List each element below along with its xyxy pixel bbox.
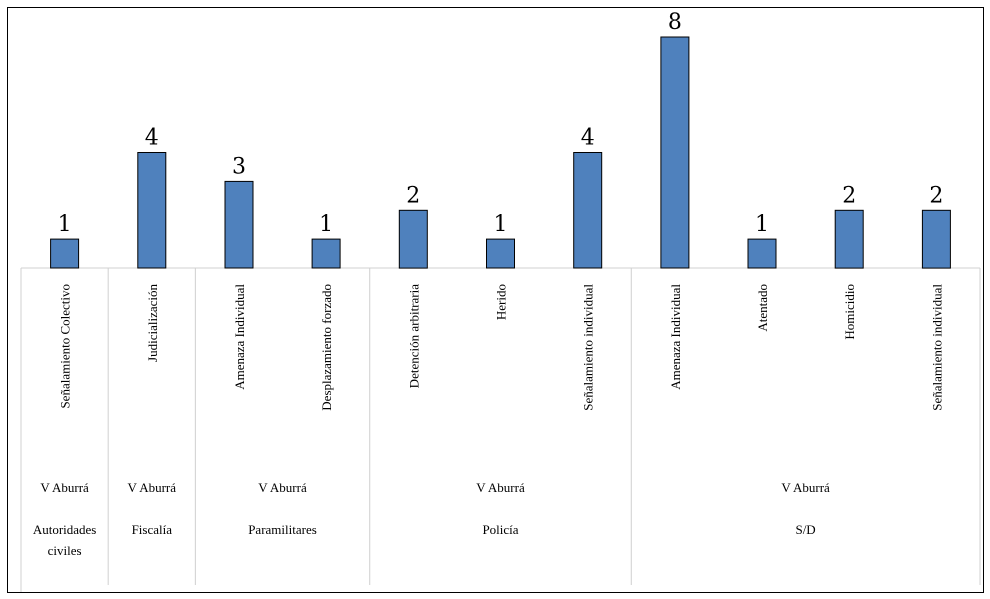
bar (747, 238, 777, 269)
data-label: 8 (668, 10, 682, 35)
data-label: 2 (406, 183, 420, 208)
category-tick-label: Señalamiento individual (581, 284, 596, 411)
category-tick-label: Homicidio (842, 284, 857, 340)
group-label-level1: V Aburrá (40, 480, 89, 495)
chart-frame: 1 4 3 1 2 1 4 8 1 2 2 Señalamiento Colectivo Judicia… (7, 7, 984, 593)
group-label-level1: V Aburrá (258, 480, 307, 495)
group-label-line: S/D (795, 522, 815, 537)
group-label-line: Policía (482, 522, 518, 537)
category-tick-label: Señalamiento individual (929, 284, 944, 411)
group-label-line: civiles (48, 543, 82, 558)
group-label-level2: Fiscalía (132, 522, 173, 537)
category-tick-label: Desplazamiento forzado (319, 284, 334, 411)
bar (398, 209, 428, 269)
bar (50, 238, 80, 269)
bar (660, 36, 690, 269)
group-label-line: Autoridades (33, 522, 97, 537)
category-tick-label: Herido (494, 284, 509, 320)
data-label: 4 (145, 126, 159, 151)
data-label: 1 (494, 212, 508, 237)
bar (486, 238, 515, 269)
bar (573, 152, 603, 269)
group-label-level2: Policía (482, 522, 518, 537)
category-tick-label: Amenaza Individual (232, 284, 247, 390)
data-label: 2 (929, 183, 943, 208)
category-tick-label: Detención arbitraria (406, 284, 421, 389)
group-label-line: Paramilitares (248, 522, 317, 537)
category-tick-label: Amenaza Individual (668, 284, 683, 390)
group-label-level1: V Aburrá (128, 480, 177, 495)
group-label-level2: Paramilitares (248, 522, 317, 537)
bar (921, 209, 951, 269)
bar (224, 180, 254, 269)
data-label: 1 (58, 212, 72, 237)
category-tick-label: Señalamiento Colectivo (58, 284, 73, 409)
data-label: 2 (842, 183, 856, 208)
data-label: 1 (319, 212, 333, 237)
bar (834, 209, 864, 269)
group-label-level2: S/D (795, 522, 815, 537)
group-label-level1: V Aburrá (476, 480, 525, 495)
group-label-level1: V Aburrá (781, 480, 830, 495)
data-label: 1 (755, 212, 769, 237)
category-tick-label: Judicialización (145, 284, 160, 362)
group-label-line: Fiscalía (132, 522, 173, 537)
category-tick-label: Atentado (755, 284, 770, 332)
group-label-level2: Autoridades civiles (33, 522, 97, 558)
data-label: 4 (581, 126, 595, 151)
bar (311, 238, 341, 269)
bar (137, 152, 167, 269)
data-label: 3 (232, 154, 246, 179)
